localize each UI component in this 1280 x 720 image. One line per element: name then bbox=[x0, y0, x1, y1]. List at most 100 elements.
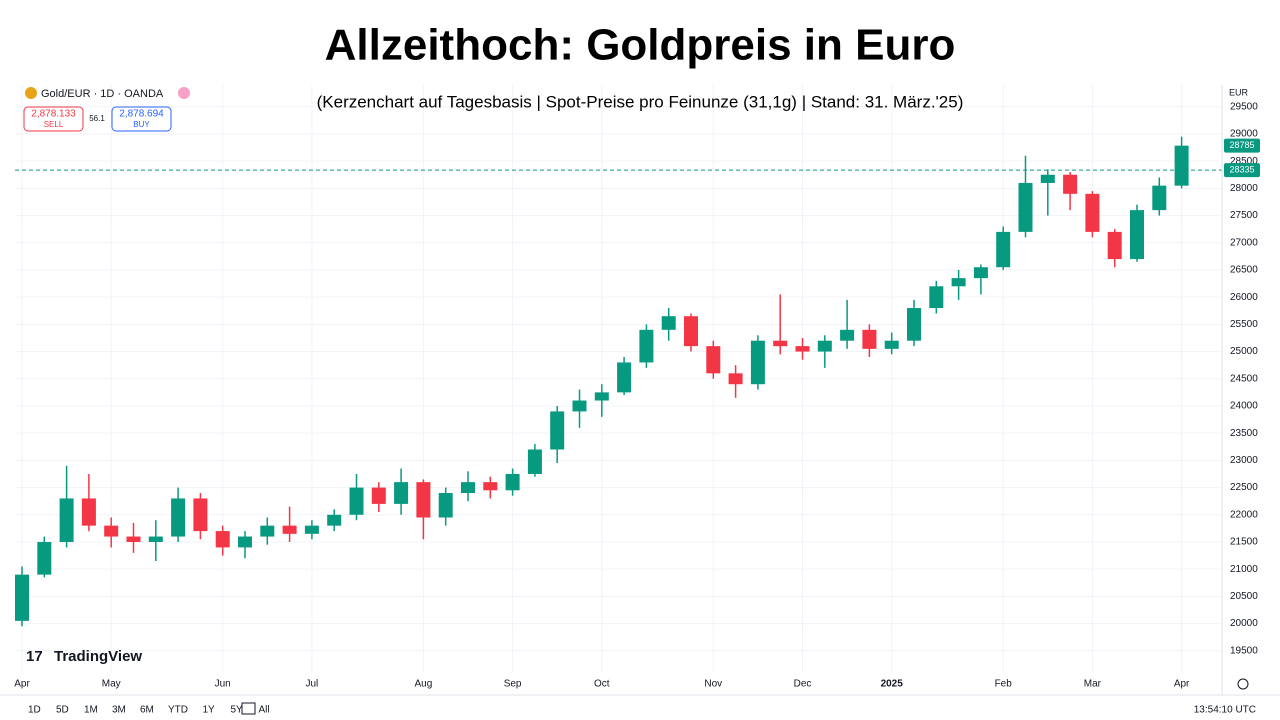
buy-price: 2,878.694 bbox=[119, 109, 164, 120]
x-tick-label: May bbox=[102, 679, 121, 690]
timeframe-button[interactable]: YTD bbox=[168, 705, 188, 716]
candle-body bbox=[282, 525, 297, 534]
clock: 13:54:10 UTC bbox=[1194, 705, 1256, 716]
indicator-icon[interactable] bbox=[178, 87, 190, 99]
candle-body bbox=[884, 340, 899, 349]
candle-body bbox=[527, 449, 542, 474]
y-tick-label: 25500 bbox=[1230, 319, 1258, 330]
subtitle: (Kerzenchart auf Tagesbasis | Spot-Preis… bbox=[317, 92, 964, 111]
candle-body bbox=[1040, 174, 1055, 183]
sell-price: 2,878.133 bbox=[31, 109, 76, 120]
candle-body bbox=[371, 487, 386, 504]
logo-mark: 17 bbox=[26, 648, 43, 665]
candle-body bbox=[238, 536, 252, 548]
candle-body bbox=[171, 498, 186, 537]
candle-body bbox=[795, 346, 810, 352]
y-tick-label: 24000 bbox=[1230, 401, 1258, 412]
symbol-icon bbox=[25, 87, 37, 99]
candle-body bbox=[126, 536, 141, 542]
timeframe-button[interactable]: 1Y bbox=[203, 705, 216, 716]
candle-body bbox=[104, 525, 119, 537]
candle-body bbox=[327, 514, 342, 526]
candle-body bbox=[461, 482, 475, 494]
y-tick-label: 22000 bbox=[1230, 509, 1258, 520]
x-tick-label: Feb bbox=[995, 679, 1013, 690]
timeframe-button[interactable]: 1D bbox=[28, 705, 41, 716]
candle-body bbox=[550, 411, 565, 450]
candle-body bbox=[81, 498, 96, 526]
date-range-icon[interactable] bbox=[241, 702, 256, 715]
candle-body bbox=[59, 498, 74, 542]
candle-body bbox=[193, 498, 208, 532]
y-tick-label: 23500 bbox=[1230, 428, 1258, 439]
candle-body bbox=[951, 278, 966, 287]
x-tick-label: Dec bbox=[794, 679, 812, 690]
candle-body bbox=[505, 473, 520, 491]
candle-body bbox=[304, 525, 319, 534]
timeframe-button[interactable]: 1M bbox=[84, 705, 98, 716]
x-tick-label: 2025 bbox=[881, 679, 904, 690]
spread: 56.1 bbox=[89, 114, 105, 123]
timeframe-button[interactable]: 5Y bbox=[231, 705, 244, 716]
y-tick-label: 21500 bbox=[1230, 537, 1258, 548]
currency[interactable]: EUR bbox=[1229, 87, 1249, 97]
x-tick-label: Jun bbox=[215, 679, 231, 690]
candle-body bbox=[728, 373, 743, 385]
candle-body bbox=[661, 316, 676, 330]
y-tick-label: 25000 bbox=[1230, 346, 1258, 357]
x-tick-label: Aug bbox=[415, 679, 433, 690]
candle-body bbox=[215, 531, 230, 548]
candle-body bbox=[1174, 145, 1189, 186]
candle-body bbox=[1152, 185, 1167, 211]
candle-body bbox=[148, 536, 163, 542]
y-tick-label: 29000 bbox=[1230, 129, 1258, 140]
candle-body bbox=[996, 231, 1011, 268]
candle-body bbox=[617, 362, 632, 393]
last-price-label: 28785 bbox=[1229, 140, 1254, 150]
candle-body bbox=[684, 316, 698, 347]
candle-body bbox=[438, 493, 453, 518]
x-tick-label: Mar bbox=[1084, 679, 1102, 690]
candle-body bbox=[706, 346, 721, 374]
ref-line-tag bbox=[1224, 163, 1260, 178]
candle-body bbox=[973, 267, 988, 279]
x-tick-label: Nov bbox=[704, 679, 722, 690]
timeframe-button[interactable]: 5D bbox=[56, 705, 69, 716]
candle-body bbox=[1107, 231, 1122, 260]
x-tick-label: Apr bbox=[1174, 679, 1190, 690]
candle-body bbox=[15, 574, 29, 621]
y-tick-label: 26500 bbox=[1230, 265, 1258, 276]
sell-button[interactable] bbox=[23, 106, 84, 132]
settings-icon[interactable] bbox=[1237, 678, 1249, 690]
buy-label: BUY bbox=[133, 120, 150, 129]
sell-label: SELL bbox=[44, 120, 64, 129]
candle-body bbox=[1018, 182, 1033, 232]
y-tick-label: 28500 bbox=[1230, 156, 1258, 167]
title: Allzeithoch: Goldpreis in Euro bbox=[325, 21, 956, 70]
timeframe-button[interactable]: All bbox=[259, 705, 270, 716]
y-tick-label: 29500 bbox=[1230, 101, 1258, 112]
candle-body bbox=[907, 308, 921, 341]
y-tick-label: 20000 bbox=[1230, 618, 1258, 629]
candle-body bbox=[349, 487, 364, 515]
candle-body bbox=[572, 400, 587, 412]
y-tick-label: 24500 bbox=[1230, 373, 1258, 384]
x-tick-label: Apr bbox=[14, 679, 30, 690]
symbol: Gold/EUR · 1D · OANDA bbox=[41, 88, 164, 100]
x-tick-label: Jul bbox=[306, 679, 319, 690]
candle-body bbox=[594, 392, 609, 401]
timeframe-button[interactable]: 3M bbox=[112, 705, 126, 716]
y-tick-label: 28000 bbox=[1230, 183, 1258, 194]
y-tick-label: 27500 bbox=[1230, 210, 1258, 221]
candle-body bbox=[1130, 210, 1144, 260]
timeframe-button[interactable]: 6M bbox=[140, 705, 154, 716]
candle-body bbox=[416, 482, 431, 518]
candle-body bbox=[260, 525, 275, 537]
y-tick-label: 26000 bbox=[1230, 292, 1258, 303]
candle-body bbox=[639, 329, 654, 363]
x-tick-label: Sep bbox=[504, 679, 522, 690]
buy-button[interactable] bbox=[111, 106, 172, 132]
